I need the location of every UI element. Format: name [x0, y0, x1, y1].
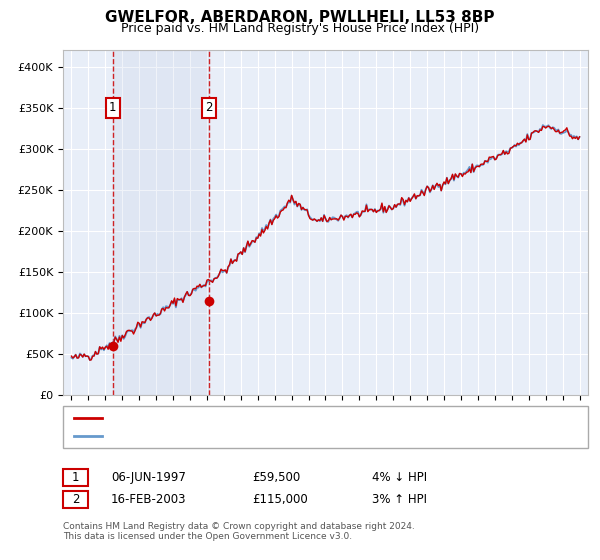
Text: £115,000: £115,000 [252, 493, 308, 506]
Text: GWELFOR, ABERDARON, PWLLHELI, LL53 8BP: GWELFOR, ABERDARON, PWLLHELI, LL53 8BP [105, 10, 495, 25]
Text: HPI: Average price, detached house, Gwynedd: HPI: Average price, detached house, Gwyn… [108, 431, 362, 441]
Text: £59,500: £59,500 [252, 470, 300, 484]
Text: 16-FEB-2003: 16-FEB-2003 [111, 493, 187, 506]
Bar [113, 50, 209, 395]
Text: 1: 1 [72, 470, 79, 484]
Text: 2: 2 [72, 493, 79, 506]
Text: 1: 1 [109, 101, 116, 114]
Text: 2: 2 [205, 101, 213, 114]
Text: Contains HM Land Registry data © Crown copyright and database right 2024.
This d: Contains HM Land Registry data © Crown c… [63, 522, 415, 542]
Text: 06-JUN-1997: 06-JUN-1997 [111, 470, 186, 484]
Text: 3% ↑ HPI: 3% ↑ HPI [372, 493, 427, 506]
Text: GWELFOR, ABERDARON, PWLLHELI, LL53 8BP (detached house): GWELFOR, ABERDARON, PWLLHELI, LL53 8BP (… [108, 413, 457, 423]
Text: Price paid vs. HM Land Registry's House Price Index (HPI): Price paid vs. HM Land Registry's House … [121, 22, 479, 35]
Text: 4% ↓ HPI: 4% ↓ HPI [372, 470, 427, 484]
